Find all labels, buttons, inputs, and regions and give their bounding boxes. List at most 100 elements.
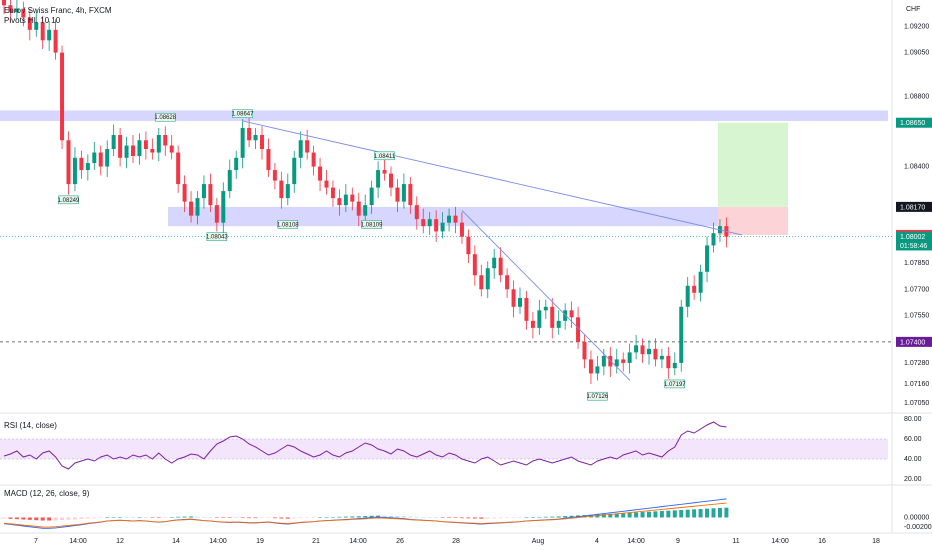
candle-body	[556, 320, 561, 328]
candle-body	[72, 157, 77, 185]
macd-histogram-bar	[485, 517, 490, 519]
macd-histogram-bar	[647, 511, 651, 518]
candle-body	[576, 317, 581, 342]
macd-histogram-bar	[466, 517, 471, 519]
candle-body	[395, 187, 400, 202]
macd-histogram-bar	[201, 517, 206, 518]
pivot-label: 1.08109	[361, 222, 383, 228]
candle-body	[292, 157, 297, 185]
macd-histogram-bar	[356, 516, 361, 518]
macd-histogram-bar	[137, 517, 142, 518]
time-axis-label: 14:00	[69, 538, 87, 545]
pivot-label: 1.08108	[277, 222, 299, 228]
macd-histogram-bar	[143, 517, 148, 518]
candle-body	[118, 134, 123, 158]
candle-body	[492, 257, 497, 269]
candle-body	[311, 152, 316, 167]
macd-histogram-bar	[614, 513, 619, 518]
candle-body	[479, 275, 484, 290]
symbol-legend[interactable]: Euro / Swiss Franc, 4h, FXCM	[4, 6, 112, 16]
price-tag	[896, 117, 932, 128]
candle-body	[705, 245, 710, 272]
candle-body	[98, 152, 103, 167]
candle-body	[163, 134, 168, 146]
candle-body	[595, 366, 600, 374]
pivot-label: 1.08043	[206, 235, 228, 241]
price-tag-label: 1.08002	[900, 234, 925, 241]
pivot-label-box	[155, 112, 176, 122]
pivot-label-box	[361, 220, 382, 229]
candle-body	[363, 205, 368, 216]
pivots-legend[interactable]: Pivots HL 10 10	[4, 16, 60, 26]
candle-body	[330, 187, 335, 199]
macd-histogram-bar	[318, 517, 323, 518]
macd-histogram-bar	[627, 512, 632, 518]
time-axis-label: Aug	[532, 538, 545, 545]
macd-axis-label: -0.00200	[904, 524, 932, 531]
stop-zone	[718, 206, 788, 235]
macd-histogram-bar	[330, 516, 335, 518]
price-axis-label: 1.08800	[904, 93, 929, 100]
pivot-label-box	[232, 109, 253, 118]
macd-histogram-bar	[292, 517, 297, 519]
macd-label: MACD (12, 26, close, 9)	[4, 489, 90, 498]
support-zone	[168, 206, 720, 227]
macd-histogram-bar	[537, 516, 542, 518]
macd-histogram-bar	[685, 509, 690, 518]
time-axis-label: 11	[732, 538, 739, 545]
candle-body	[279, 180, 284, 199]
candle-body	[421, 219, 426, 227]
rsi-legend[interactable]: RSI (14, close)	[4, 421, 57, 431]
candle-body	[143, 140, 148, 150]
candle-body	[53, 29, 58, 53]
macd-histogram-bar	[8, 517, 13, 519]
signal-line	[3, 502, 727, 528]
rsi-line	[3, 421, 727, 470]
candle-body	[21, 8, 26, 18]
macd-histogram-bar	[440, 517, 445, 518]
candle-body	[376, 170, 381, 188]
candle-body	[427, 219, 432, 227]
time-axis-label: 14:00	[209, 538, 227, 545]
candle-body	[169, 145, 174, 153]
price-tag-label: 1.07400	[900, 339, 925, 346]
macd-histogram-bar	[459, 517, 464, 519]
macd-legend[interactable]: MACD (12, 26, close, 9)	[4, 489, 89, 499]
macd-histogram-bar	[2, 517, 6, 519]
candle-body	[627, 352, 632, 363]
macd-histogram-bar	[524, 517, 529, 518]
macd-histogram-bar	[234, 517, 239, 518]
macd-histogram-bar	[401, 516, 406, 518]
candle-body	[530, 320, 535, 328]
macd-histogram-bar	[111, 517, 116, 518]
time-axis-label: 7	[34, 538, 38, 545]
price-tag	[896, 336, 932, 347]
candle-body	[14, 8, 19, 13]
candle-body	[485, 268, 490, 290]
candle-body	[266, 149, 271, 171]
macd-histogram-bar	[124, 517, 129, 518]
macd-histogram-bar	[717, 507, 722, 518]
macd-histogram-bar	[156, 517, 161, 518]
candle-body	[156, 134, 161, 153]
rsi-axis-label: 80.00	[904, 416, 922, 423]
macd-histogram-bar	[659, 511, 664, 518]
pivot-label: 1.08249	[58, 198, 80, 204]
time-axis-label: 18	[872, 538, 880, 545]
macd-histogram-bar	[14, 517, 19, 520]
candle-body	[543, 306, 548, 311]
upper-resistance-zone	[0, 110, 888, 121]
macd-histogram-bar	[382, 515, 387, 518]
price-tag	[896, 231, 932, 242]
macd-histogram-bar	[118, 516, 123, 518]
candle-body	[105, 149, 110, 167]
time-axis-label: 14:00	[349, 538, 367, 545]
rsi-band	[0, 439, 888, 459]
macd-histogram-bar	[131, 517, 135, 518]
macd-histogram-bar	[692, 509, 697, 518]
time-axis-label: 21	[312, 538, 320, 545]
candle-body	[447, 215, 452, 223]
macd-histogram-bar	[47, 517, 52, 521]
